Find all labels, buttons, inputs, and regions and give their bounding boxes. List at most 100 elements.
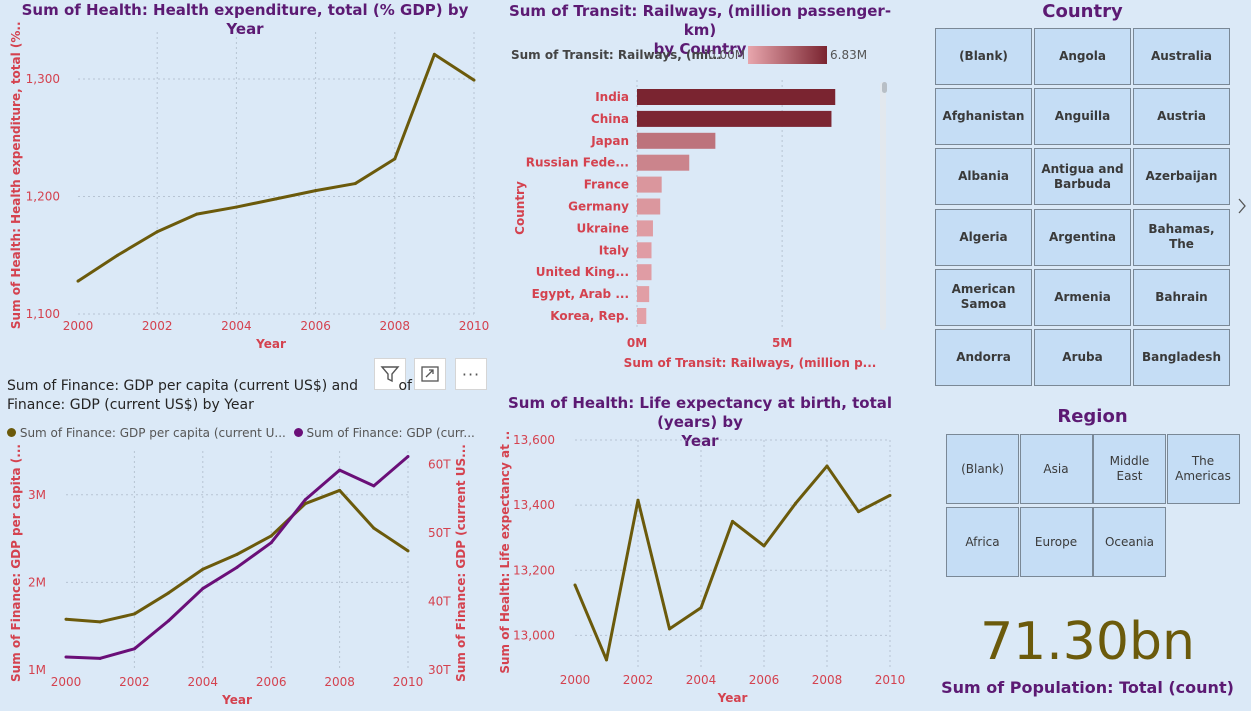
legend-max-label: 6.83M xyxy=(830,48,867,62)
x-axis-title: Year xyxy=(717,691,748,705)
region-slicer-item[interactable]: Europe xyxy=(1019,507,1093,577)
y-tick-label: 1,100 xyxy=(26,307,60,321)
region-slicer-item[interactable]: Africa xyxy=(946,507,1019,577)
data-point xyxy=(762,544,766,548)
y-left-tick-label: 1M xyxy=(28,663,46,677)
region-slicer-item[interactable]: Oceania xyxy=(1093,507,1166,577)
filter-icon xyxy=(380,366,400,383)
y-right-tick-label: 50T xyxy=(428,526,451,540)
data-point xyxy=(303,498,307,502)
y-tick-label: 13,000 xyxy=(513,628,555,642)
country-slicer-item[interactable]: Bangladesh xyxy=(1133,329,1230,386)
chevron-right-icon[interactable] xyxy=(1236,196,1248,216)
bar-0 xyxy=(637,89,836,105)
data-point xyxy=(393,157,397,161)
series-line-health-expenditure xyxy=(77,52,475,283)
bar-10 xyxy=(637,308,647,324)
data-point xyxy=(668,627,671,631)
series-line-gdp xyxy=(65,455,409,660)
data-point xyxy=(372,484,376,488)
more-options-button[interactable]: ··· xyxy=(455,358,487,390)
country-slicer-item[interactable]: Bahrain xyxy=(1133,268,1230,326)
y-right-tick-label: 30T xyxy=(428,663,451,677)
data-point xyxy=(338,468,342,472)
country-slicer-item[interactable]: Armenia xyxy=(1034,268,1131,326)
x-tick-label: 2002 xyxy=(142,319,173,333)
y-tick-label: 13,400 xyxy=(513,498,555,512)
legend-min-label: 0.00M xyxy=(708,48,745,62)
data-point xyxy=(406,549,410,553)
x-tick-label: 0M xyxy=(627,336,647,350)
country-slicer-item[interactable]: (Blank) xyxy=(935,28,1032,85)
country-slicer-item[interactable]: Antigua and Barbuda xyxy=(1034,148,1131,206)
data-point xyxy=(303,502,307,506)
country-slicer-item[interactable]: Australia xyxy=(1133,28,1230,85)
country-slicer-item[interactable]: Azerbaijan xyxy=(1133,148,1230,206)
region-slicer-item[interactable]: (Blank) xyxy=(946,434,1019,504)
y-tick-label: Russian Fede... xyxy=(526,156,629,170)
chart4-title-line2: Year xyxy=(681,432,719,450)
legend-item-gdp[interactable]: Sum of Finance: GDP (curr... xyxy=(306,426,475,440)
bar-8 xyxy=(637,264,652,281)
data-point xyxy=(155,230,159,234)
data-point xyxy=(406,454,410,458)
region-slicer-item[interactable]: Asia xyxy=(1019,434,1093,504)
country-slicer-item[interactable]: Anguilla xyxy=(1034,88,1131,146)
y-tick-label: Ukraine xyxy=(576,221,629,235)
scrollbar-thumb[interactable] xyxy=(882,82,887,93)
filter-button[interactable] xyxy=(374,358,406,390)
country-slicer-item[interactable]: Argentina xyxy=(1034,208,1131,266)
data-point xyxy=(64,617,68,621)
data-point xyxy=(636,498,640,502)
chart3-legend: Sum of Finance: GDP per capita (current … xyxy=(7,426,475,440)
bar-9 xyxy=(637,286,650,303)
data-point xyxy=(338,488,342,492)
chart3-title-line1: Sum of Finance: GDP per capita (current … xyxy=(7,378,359,394)
legend-title: Sum of Transit: Railways, (mi... xyxy=(511,48,722,62)
country-slicer-item[interactable]: Afghanistan xyxy=(935,88,1032,146)
finance-dual-line-chart[interactable]: 1M 2M 3M 30T 40T 50T 60T 2000 2002 2004 2006 2008 20… xyxy=(0,445,490,711)
x-tick-label: 2000 xyxy=(51,675,82,689)
railways-bar-chart[interactable]: Sum of Transit: Railways, (mi...0.00M 6.8… xyxy=(495,40,905,375)
life-expectancy-line-chart[interactable]: 13,000 13,200 13,400 13,600 2000 2002 2004 2006… xyxy=(495,430,915,711)
region-slicer-item[interactable]: The Americas xyxy=(1166,434,1240,504)
country-slicer-item[interactable]: Aruba xyxy=(1034,329,1131,386)
scrollbar-track[interactable] xyxy=(880,82,886,330)
region-slicer-item[interactable]: Middle East xyxy=(1093,434,1166,504)
country-slicer-item[interactable]: Algeria xyxy=(935,208,1032,266)
data-point xyxy=(116,253,120,257)
chart3-title: Sum of Finance: GDP per capita (current … xyxy=(7,377,427,415)
y-tick-label: Egypt, Arab ... xyxy=(532,287,629,301)
y-right-tick-label: 60T xyxy=(428,458,451,472)
chart2-title-line2: by Country xyxy=(653,40,747,58)
data-point xyxy=(269,541,273,545)
country-slicer-item[interactable]: Andorra xyxy=(935,329,1032,386)
x-tick-label: 2000 xyxy=(560,673,591,687)
x-tick-label: 2004 xyxy=(188,675,219,689)
x-tick-label: 2004 xyxy=(221,319,252,333)
country-slicer-item[interactable]: Angola xyxy=(1034,28,1131,85)
series-line-life-expectancy xyxy=(573,464,891,662)
x-tick-label: 2008 xyxy=(324,675,355,689)
x-tick-label: 2006 xyxy=(256,675,287,689)
x-tick-label: 2002 xyxy=(119,675,150,689)
data-point xyxy=(76,279,80,283)
y-tick-label: Japan xyxy=(590,134,629,148)
x-tick-label: 2000 xyxy=(63,319,94,333)
data-point xyxy=(372,526,376,530)
country-slicer-item[interactable]: American Samoa xyxy=(935,268,1032,326)
data-point xyxy=(888,493,892,497)
health-expenditure-line-chart[interactable]: 1,100 1,200 1,300 2000 2002 2004 2006 2008 2010 Y… xyxy=(0,22,490,352)
data-point xyxy=(64,655,68,659)
country-slicer-item[interactable]: Austria xyxy=(1133,88,1230,146)
chart2-title: Sum of Transit: Railways, (million passe… xyxy=(495,2,905,59)
legend-item-gdp-per-capita[interactable]: Sum of Finance: GDP per capita (current … xyxy=(19,426,286,440)
y-tick-label: France xyxy=(584,178,629,192)
chart3-title-line1-tail: of xyxy=(398,378,412,394)
focus-mode-button[interactable] xyxy=(414,358,446,390)
y-left-axis-title: Sum of Finance: GDP per capita (... xyxy=(9,445,23,682)
y-axis-title: Country xyxy=(513,181,527,235)
data-point xyxy=(201,567,205,571)
country-slicer-item[interactable]: Bahamas, The xyxy=(1133,208,1230,266)
country-slicer-item[interactable]: Albania xyxy=(935,148,1032,206)
